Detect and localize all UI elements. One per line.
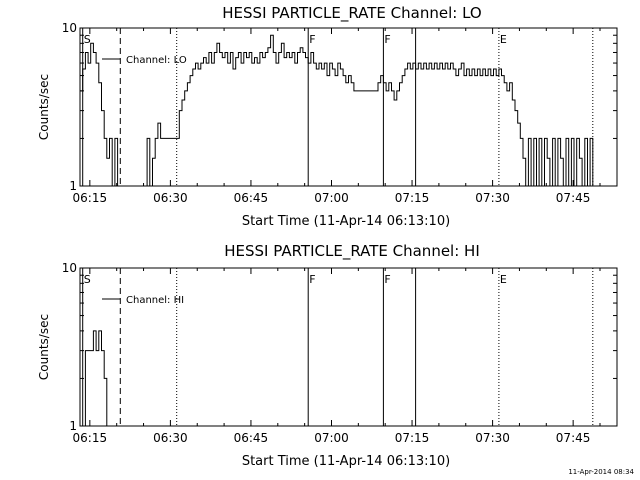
y-tick-label: 10 bbox=[62, 21, 77, 35]
x-axis-label: Start Time (11-Apr-14 06:13:10) bbox=[242, 454, 450, 469]
marker-label: E bbox=[500, 273, 507, 286]
x-tick-label: 07:30 bbox=[475, 191, 510, 205]
x-axis-ticks: 06:15 06:30 06:45 07:00 07:15 07:30 07:45 bbox=[73, 28, 601, 205]
x-axis-label: Start Time (11-Apr-14 06:13:10) bbox=[242, 214, 450, 229]
legend-entry: Channel: LO bbox=[126, 55, 187, 66]
x-tick-label: 07:45 bbox=[556, 191, 591, 205]
series-line-channel-hi bbox=[82, 330, 109, 427]
x-tick-label: 06:45 bbox=[234, 431, 269, 445]
marker-label: F bbox=[309, 273, 315, 286]
chart-title: HESSI PARTICLE_RATE Channel: HI bbox=[224, 242, 480, 261]
x-tick-label: 06:15 bbox=[73, 431, 108, 445]
x-tick-label: 07:00 bbox=[314, 191, 349, 205]
x-tick-label: 07:15 bbox=[395, 431, 430, 445]
plot-frame bbox=[79, 27, 618, 187]
y-tick-label: 10 bbox=[62, 261, 77, 275]
x-tick-label: 06:30 bbox=[153, 191, 188, 205]
marker-label: F bbox=[384, 273, 390, 286]
x-tick-label: 06:45 bbox=[234, 191, 269, 205]
x-tick-label: 07:30 bbox=[475, 431, 510, 445]
series-line-channel-lo bbox=[80, 34, 595, 187]
x-tick-label: 07:15 bbox=[395, 191, 430, 205]
x-tick-label: 07:45 bbox=[556, 431, 591, 445]
marker-label: F bbox=[384, 33, 390, 46]
chart-panel-lo: HESSI PARTICLE_RATE Channel: LO S F F E 06:… bbox=[37, 4, 618, 229]
y-axis-ticks: 1 10 bbox=[62, 21, 617, 193]
marker-label: F bbox=[309, 33, 315, 46]
chart-panel-hi: HESSI PARTICLE_RATE Channel: HI S F F E 06:… bbox=[37, 242, 618, 469]
legend: Channel: HI bbox=[102, 295, 184, 306]
legend-entry: Channel: HI bbox=[126, 295, 184, 306]
marker-label: E bbox=[500, 33, 507, 46]
x-tick-label: 06:15 bbox=[73, 191, 108, 205]
marker-label: S bbox=[84, 33, 91, 46]
footer-timestamp: 11-Apr-2014 08:34 bbox=[568, 468, 634, 476]
y-axis-ticks: 1 10 bbox=[62, 261, 617, 433]
y-tick-label: 1 bbox=[69, 419, 77, 433]
chart-title: HESSI PARTICLE_RATE Channel: LO bbox=[222, 4, 481, 23]
y-axis-label: Counts/sec bbox=[37, 314, 51, 380]
marker-label: S bbox=[84, 273, 91, 286]
legend: Channel: LO bbox=[102, 55, 187, 66]
x-tick-label: 06:30 bbox=[153, 431, 188, 445]
plot-frame bbox=[79, 267, 618, 427]
x-axis-ticks: 06:15 06:30 06:45 07:00 07:15 07:30 07:45 bbox=[73, 268, 601, 445]
y-tick-label: 1 bbox=[69, 179, 77, 193]
x-tick-label: 07:00 bbox=[314, 431, 349, 445]
y-axis-label: Counts/sec bbox=[37, 74, 51, 140]
